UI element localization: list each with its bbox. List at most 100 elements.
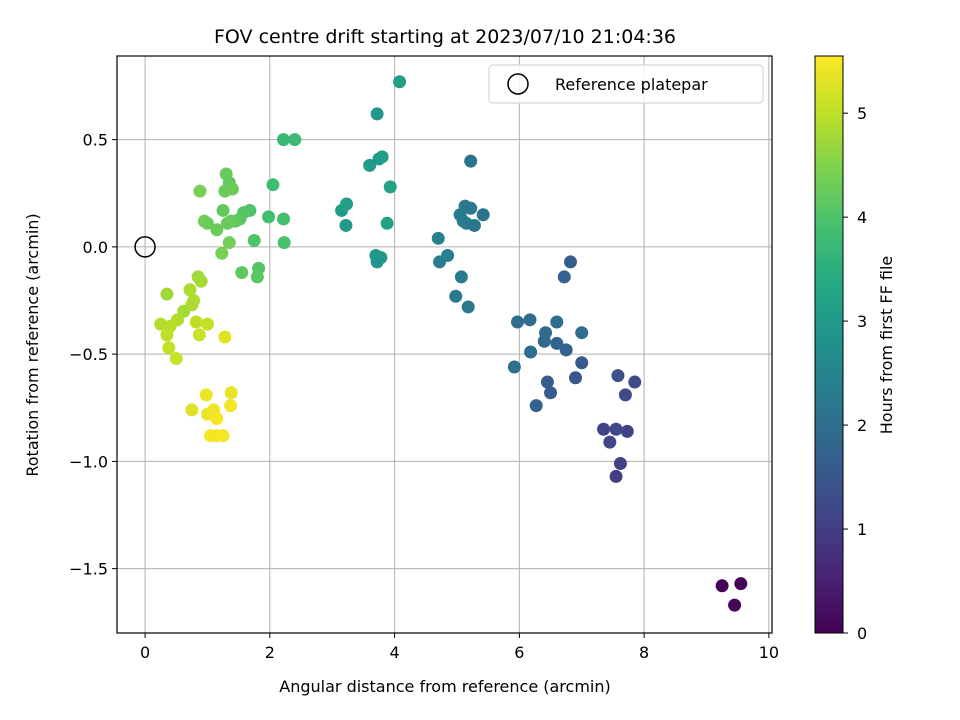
colorbar-tick-label: 3 (857, 312, 867, 331)
scatter-point (464, 154, 478, 168)
scatter-point (559, 343, 573, 357)
scatter-point (218, 330, 232, 344)
scatter-point (169, 351, 183, 365)
legend-box (488, 64, 764, 104)
scatter-point (370, 255, 384, 269)
y-tick-label: −1.0 (69, 452, 108, 471)
scatter-point (277, 212, 291, 226)
scatter-point (540, 375, 554, 389)
legend-marker (507, 73, 529, 95)
scatter-point (160, 287, 174, 301)
scatter-point (162, 341, 176, 355)
plot-area (116, 55, 773, 634)
scatter-point (557, 270, 571, 284)
scatter-point (529, 399, 543, 413)
scatter-point (194, 274, 208, 288)
scatter-point (564, 255, 578, 269)
scatter-point (210, 223, 224, 237)
scatter-point (464, 201, 478, 215)
reference-platepar-marker (134, 236, 156, 258)
legend: Reference platepar (488, 64, 764, 104)
scatter-point (266, 178, 280, 192)
scatter-point (216, 429, 230, 443)
scatter-point (222, 236, 236, 250)
scatter-point (363, 158, 377, 172)
scatter-point (200, 317, 214, 331)
scatter-point (613, 457, 627, 471)
scatter-point (277, 236, 291, 250)
y-tick-label: 0.0 (83, 238, 108, 257)
scatter-point (225, 182, 239, 196)
scatter-point (183, 283, 197, 297)
scatter-point (609, 469, 623, 483)
scatter-point (250, 270, 264, 284)
colorbar-ticks: 0 1 2 3 4 5 (843, 104, 867, 643)
legend-label: Reference platepar (555, 75, 708, 94)
scatter-point (375, 150, 389, 164)
scatter-point (220, 216, 234, 230)
scatter-point (618, 388, 632, 402)
scatter-point (247, 233, 261, 247)
scatter-point (224, 399, 238, 413)
scatter-point (154, 317, 168, 331)
scatter-point (734, 577, 748, 591)
axes-frame (116, 55, 773, 634)
colorbar-tick-label: 0 (857, 624, 867, 643)
scatter-point (192, 328, 206, 342)
y-tick-label: −1.5 (69, 560, 108, 579)
scatter-point (550, 315, 564, 329)
scatter-point (185, 403, 199, 417)
scatter-point (510, 315, 524, 329)
scatter-point (380, 216, 394, 230)
x-tick-label: 8 (639, 643, 649, 662)
scatter-point (597, 422, 611, 436)
scatter-point (628, 375, 642, 389)
scatter-point (476, 208, 490, 222)
scatter-point (575, 356, 589, 370)
scatter-point (544, 386, 558, 400)
scatter-point (339, 218, 353, 232)
x-tick-label: 2 (265, 643, 275, 662)
scatter-point (262, 210, 276, 224)
scatter-point (611, 369, 625, 383)
colorbar-tick-label: 2 (857, 416, 867, 435)
scatter-point (454, 270, 468, 284)
x-tick-label: 4 (390, 643, 400, 662)
scatter-point (603, 435, 617, 449)
x-axis-ticks: 0 2 4 6 8 10 (140, 633, 779, 662)
scatter-point (200, 216, 214, 230)
scatter-points (154, 75, 748, 612)
chart-title: FOV centre drift starting at 2023/07/10 … (214, 26, 676, 48)
scatter-point (393, 75, 407, 89)
scatter-point (288, 133, 302, 147)
scatter-point (370, 107, 384, 121)
scatter-point (609, 422, 623, 436)
scatter-point (340, 197, 354, 211)
x-tick-label: 10 (759, 643, 779, 662)
colorbar-label: Hours from first FF file (877, 256, 896, 435)
scatter-point (216, 203, 230, 217)
y-tick-label: 0.5 (83, 131, 108, 150)
scatter-point (620, 424, 634, 438)
scatter-point (715, 579, 729, 593)
y-axis-ticks: 0.5 0.0 −0.5 −1.0 −1.5 (69, 131, 117, 579)
colorbar-gradient (814, 55, 844, 634)
colorbar-tick-label: 5 (857, 104, 867, 123)
scatter-point (210, 412, 224, 426)
scatter-point (199, 388, 213, 402)
scatter-point (575, 326, 589, 340)
scatter-point (569, 371, 582, 385)
scatter-point (507, 360, 521, 374)
x-tick-label: 6 (514, 643, 524, 662)
scatter-point (524, 345, 538, 359)
scatter-point (431, 231, 445, 245)
scatter-point (224, 386, 238, 400)
colorbar-tick-label: 4 (857, 208, 867, 227)
y-axis-label: Rotation from reference (arcmin) (23, 213, 42, 476)
scatter-point (160, 328, 174, 342)
x-axis-label: Angular distance from reference (arcmin) (279, 677, 610, 696)
scatter-point (728, 598, 742, 612)
scatter-point (193, 184, 207, 198)
scatter-point (215, 246, 229, 260)
